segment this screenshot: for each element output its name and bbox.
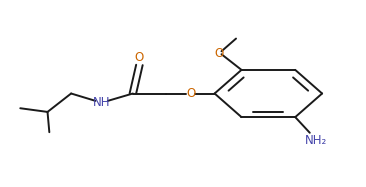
Text: NH₂: NH₂ — [305, 134, 327, 147]
Text: NH: NH — [93, 96, 111, 109]
Text: O: O — [135, 51, 144, 65]
Text: O: O — [214, 47, 223, 60]
Text: O: O — [186, 87, 195, 100]
